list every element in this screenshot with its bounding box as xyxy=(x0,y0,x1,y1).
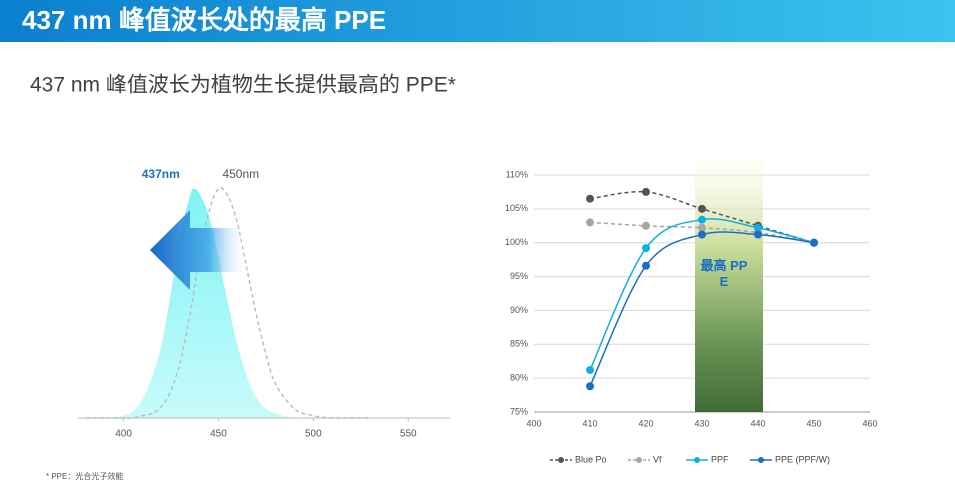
point xyxy=(754,223,762,232)
point xyxy=(810,238,818,247)
series-label: 437nm xyxy=(142,167,180,181)
header-band xyxy=(0,0,955,42)
x-tick-label: 460 xyxy=(862,418,877,428)
y-tick-label: 90% xyxy=(510,305,528,315)
legend-marker xyxy=(558,457,564,463)
spectrum-area xyxy=(85,188,371,419)
annotation: 最高 PPE xyxy=(700,258,748,289)
point xyxy=(642,261,650,270)
shift-arrow xyxy=(150,210,248,290)
point xyxy=(698,204,706,213)
x-tick-label: 500 xyxy=(305,429,322,440)
x-tick-label: 450 xyxy=(806,418,821,428)
legend-label: PPF xyxy=(711,454,729,464)
point xyxy=(642,244,650,253)
x-tick-label: 400 xyxy=(526,418,541,428)
legend-marker xyxy=(758,457,764,463)
y-tick-label: 80% xyxy=(510,373,528,383)
point xyxy=(586,194,594,203)
y-tick-label: 85% xyxy=(510,339,528,349)
point xyxy=(698,223,706,232)
point xyxy=(586,218,594,227)
x-tick-label: 440 xyxy=(750,418,765,428)
footnote: * PPE：光合光子效能 xyxy=(46,471,123,481)
point xyxy=(642,221,650,230)
x-tick-label: 430 xyxy=(694,418,709,428)
point xyxy=(698,215,706,224)
highlight-band xyxy=(695,160,763,412)
point xyxy=(754,230,762,239)
series-label: 450nm xyxy=(222,167,259,181)
x-tick-label: 550 xyxy=(400,429,417,440)
spectrum-line xyxy=(85,187,371,419)
x-tick-label: 410 xyxy=(582,418,597,428)
legend-label: PPE (PPF/W) xyxy=(775,454,830,464)
point xyxy=(586,382,594,391)
legend-marker xyxy=(636,457,642,463)
subtitle: 437 nm 峰值波长为植物生长提供最高的 PPE* xyxy=(30,74,456,97)
x-tick-label: 400 xyxy=(115,429,132,440)
legend-marker xyxy=(694,457,700,463)
x-tick-label: 450 xyxy=(210,429,227,440)
series-line xyxy=(589,231,815,387)
header-title: 437 nm 峰值波长处的最高 PPE xyxy=(22,5,386,35)
y-tick-label: 110% xyxy=(506,169,528,179)
point xyxy=(642,187,650,196)
series-line xyxy=(589,218,815,371)
y-tick-label: 105% xyxy=(505,203,528,213)
point xyxy=(698,230,706,239)
y-tick-label: 100% xyxy=(505,237,528,247)
legend-label: Blue Po xyxy=(575,454,607,464)
y-tick-label: 75% xyxy=(510,406,528,416)
y-tick-label: 95% xyxy=(510,271,528,281)
point xyxy=(586,366,594,375)
x-tick-label: 420 xyxy=(638,418,653,428)
legend-label: Vf xyxy=(653,454,662,464)
